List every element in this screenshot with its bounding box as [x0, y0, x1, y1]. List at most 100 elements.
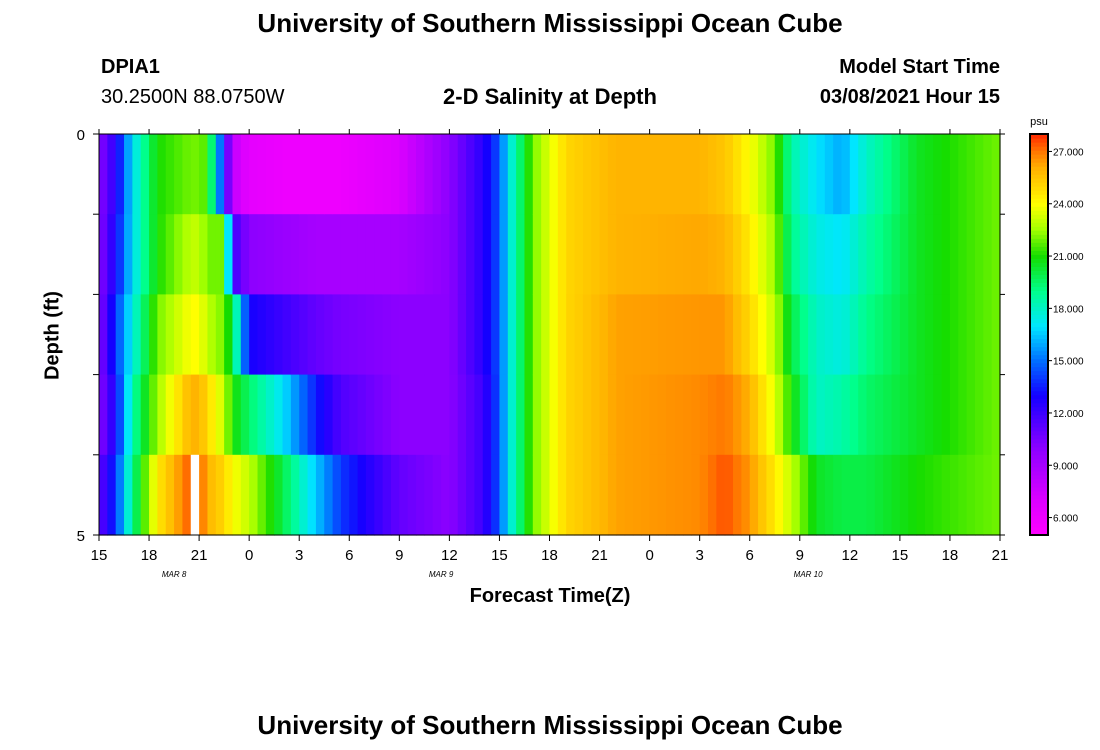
heatmap-cell: [424, 374, 434, 456]
heatmap-cell: [357, 214, 367, 295]
heatmap-cell: [282, 374, 292, 456]
heatmap-cell: [974, 454, 984, 536]
heatmap-cell: [249, 294, 259, 376]
heatmap-cell: [783, 214, 793, 295]
heatmap-cell: [174, 134, 184, 215]
heatmap-cell: [616, 374, 626, 456]
heatmap-cell: [924, 374, 934, 456]
heatmap-cell: [165, 374, 175, 456]
colorbar-strip: [1030, 270, 1048, 275]
heatmap-cell: [883, 134, 893, 215]
heatmap-cell: [215, 374, 225, 456]
heatmap-cell: [215, 134, 225, 215]
colorbar-strip: [1030, 218, 1048, 223]
heatmap-cell: [432, 294, 442, 376]
heatmap-cell: [107, 454, 117, 536]
heatmap-cell: [808, 294, 818, 376]
bottom-title: University of Southern Mississippi Ocean…: [257, 710, 843, 740]
heatmap-cell: [374, 374, 384, 456]
heatmap-cell: [182, 454, 192, 536]
x-tick-label: 3: [695, 547, 703, 564]
heatmap-cell: [966, 454, 976, 536]
colorbar-strip: [1030, 234, 1048, 239]
colorbar-strip: [1030, 442, 1048, 448]
heatmap-cell: [215, 214, 225, 295]
colorbar-tick-label: 18.000: [1053, 304, 1084, 315]
colorbar-strip: [1030, 390, 1048, 396]
heatmap-cell: [140, 214, 150, 295]
heatmap-cell: [299, 454, 309, 536]
heatmap-cell: [741, 134, 751, 215]
heatmap-cell: [816, 454, 826, 536]
heatmap-cell: [274, 374, 284, 456]
heatmap-cell: [224, 294, 234, 376]
colorbar-strip: [1030, 494, 1048, 500]
heatmap-cell: [482, 454, 492, 536]
heatmap-cell: [899, 214, 909, 295]
heatmap-cell: [340, 214, 350, 295]
colorbar-tick-label: 21.000: [1053, 252, 1084, 263]
heatmap-cell: [858, 374, 868, 456]
heatmap-cell: [582, 374, 592, 456]
heatmap-cell: [482, 374, 492, 456]
heatmap-cell: [324, 214, 334, 295]
heatmap-cell: [841, 134, 851, 215]
colorbar-strip: [1030, 334, 1048, 340]
heatmap-cell: [641, 214, 651, 295]
colorbar-strip: [1030, 306, 1048, 312]
heatmap-cell: [232, 134, 242, 215]
heatmap-cell: [941, 294, 951, 376]
heatmap-cell: [783, 374, 793, 456]
colorbar-strip: [1030, 134, 1048, 139]
heatmap-cell: [824, 214, 834, 295]
colorbar-strip: [1030, 478, 1048, 484]
x-tick-label: 18: [942, 547, 959, 564]
heatmap-cell: [290, 214, 300, 295]
heatmap-cell: [849, 214, 859, 295]
heatmap-cell: [282, 454, 292, 536]
y-tick-label: 5: [77, 528, 85, 545]
heatmap-cell: [441, 454, 450, 536]
heatmap-cell: [457, 454, 467, 536]
colorbar-tick-label: 12.000: [1053, 409, 1084, 420]
heatmap-cell: [799, 214, 809, 295]
heatmap-cell: [699, 134, 709, 215]
heatmap-cell: [624, 214, 634, 295]
heatmap-cell: [783, 294, 793, 376]
colorbar-tick-label: 15.000: [1053, 357, 1084, 368]
heatmap-cell: [441, 294, 450, 376]
heatmap-cell: [257, 454, 267, 536]
heatmap-cell: [741, 454, 751, 536]
heatmap-cell: [991, 454, 1001, 536]
heatmap-cell: [507, 214, 517, 295]
y-axis: 05: [77, 127, 1005, 545]
heatmap-cell: [265, 134, 275, 215]
heatmap-cell: [157, 134, 167, 215]
colorbar-strip: [1030, 150, 1048, 155]
heatmap-cell: [165, 294, 175, 376]
heatmap-cell: [491, 454, 501, 536]
colorbar-strip: [1030, 426, 1048, 432]
heatmap-cell: [966, 374, 976, 456]
heatmap-cell: [240, 374, 250, 456]
heatmap-cell: [733, 374, 742, 456]
heatmap-cell: [124, 454, 133, 536]
heatmap-cell: [883, 454, 893, 536]
colorbar-strip: [1030, 278, 1048, 283]
heatmap-cell: [566, 214, 576, 295]
colorbar-strip: [1030, 378, 1048, 384]
heatmap-cell: [624, 294, 634, 376]
heatmap-cell: [566, 134, 576, 215]
heatmap-cell: [874, 374, 884, 456]
heatmap-cell: [449, 294, 459, 376]
heatmap-cell: [924, 134, 934, 215]
heatmap-cell: [407, 134, 417, 215]
colorbar-strip: [1030, 294, 1048, 300]
date-label: MAR 10: [794, 570, 823, 579]
heatmap-cell: [858, 134, 868, 215]
heatmap-cell: [632, 294, 642, 376]
heatmap-cell: [874, 454, 884, 536]
heatmap-cell: [441, 214, 450, 295]
heatmap-cell: [724, 214, 734, 295]
heatmap-cell: [224, 134, 234, 215]
